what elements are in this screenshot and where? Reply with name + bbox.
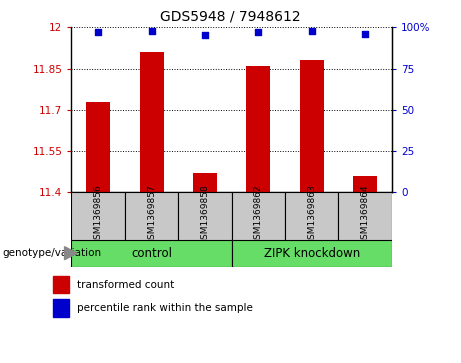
Text: GSM1369864: GSM1369864 (361, 185, 370, 245)
Point (148, 28, 155, 33)
Bar (300, 60, 324, 192)
Text: GSM1369863: GSM1369863 (307, 185, 316, 245)
Text: GSM1369862: GSM1369862 (254, 185, 263, 245)
Text: ZIPK knockdown: ZIPK knockdown (264, 247, 360, 260)
Bar (231, 240, 392, 267)
Text: percentile rank within the sample: percentile rank within the sample (77, 303, 254, 313)
Text: GSM1369857: GSM1369857 (147, 185, 156, 245)
Bar (53, 276, 69, 293)
Bar (338, 192, 392, 240)
Point (201, 33, 209, 38)
Bar (231, 192, 285, 240)
Text: GSM1369858: GSM1369858 (201, 185, 209, 245)
Text: control: control (131, 247, 172, 260)
Bar (71, 240, 231, 267)
Bar (71, 192, 125, 240)
Bar (285, 192, 338, 240)
Point (254, 29, 262, 35)
Point (95, 29, 102, 35)
Bar (178, 192, 231, 240)
Point (308, 28, 315, 33)
Text: GSM1369856: GSM1369856 (94, 185, 103, 245)
Bar (246, 66, 270, 192)
Bar (353, 176, 377, 192)
Point (361, 31, 369, 37)
Text: transformed count: transformed count (77, 280, 175, 290)
Bar (193, 173, 217, 192)
Text: GDS5948 / 7948612: GDS5948 / 7948612 (160, 9, 301, 23)
Bar (86, 102, 110, 192)
Bar (140, 52, 164, 192)
Bar (53, 299, 69, 317)
Bar (125, 192, 178, 240)
Text: genotype/variation: genotype/variation (2, 248, 101, 258)
